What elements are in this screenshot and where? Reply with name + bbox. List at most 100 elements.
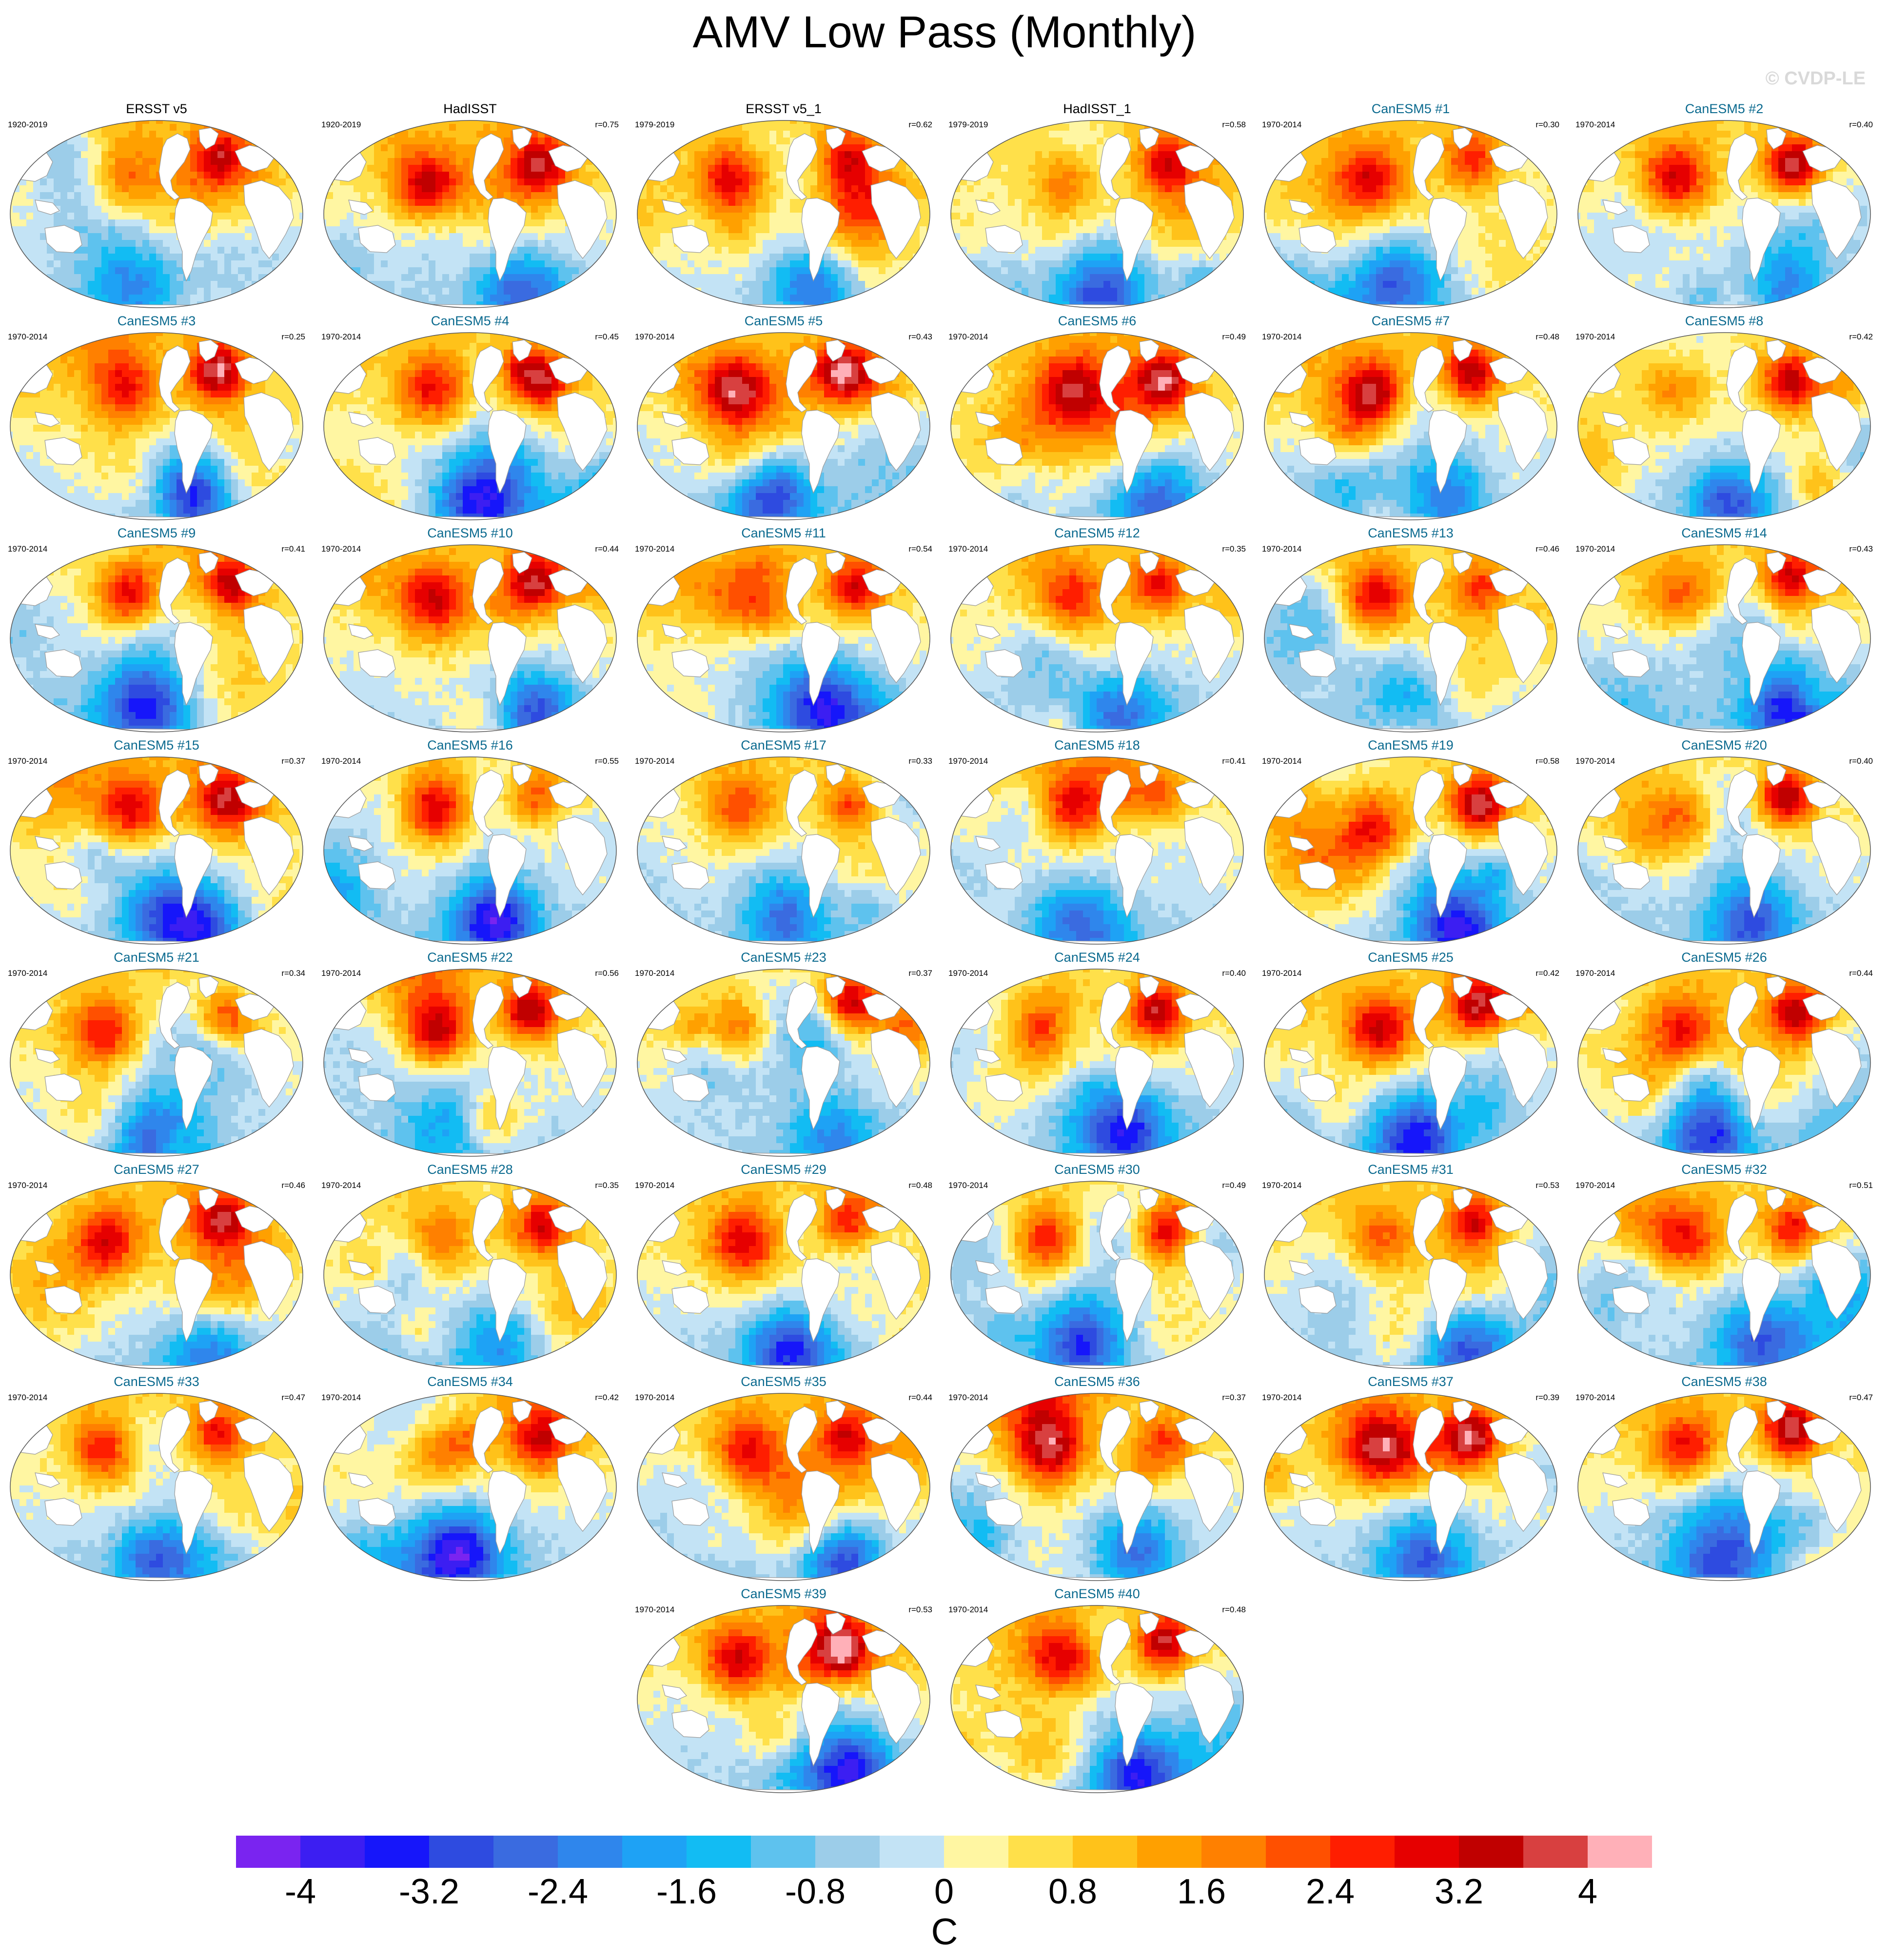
panel-title: CanESM5 #29 bbox=[633, 1162, 934, 1177]
panel-period: 1970-2014 bbox=[948, 1393, 988, 1403]
watermark: © CVDP-LE bbox=[1766, 68, 1866, 89]
map-panel: CanESM5 #12 1970-2014 r=0.35 bbox=[946, 526, 1248, 735]
colorbar-box bbox=[1201, 1836, 1266, 1868]
colorbar-tick-label: -0.8 bbox=[767, 1872, 864, 1912]
map-panel: CanESM5 #23 1970-2014 r=0.37 bbox=[633, 950, 934, 1160]
colorbar-box bbox=[880, 1836, 944, 1868]
panel-title: CanESM5 #5 bbox=[633, 314, 934, 328]
sst-map bbox=[1264, 120, 1557, 308]
panel-period: 1970-2014 bbox=[1575, 1181, 1615, 1190]
sst-map bbox=[637, 332, 930, 520]
sst-map bbox=[1577, 332, 1871, 520]
panel-correlation: r=0.41 bbox=[1222, 756, 1246, 766]
sst-map bbox=[637, 1605, 930, 1793]
panel-period: 1970-2014 bbox=[1262, 756, 1301, 766]
panel-title: CanESM5 #25 bbox=[1260, 950, 1561, 965]
panel-title: CanESM5 #8 bbox=[1574, 314, 1875, 328]
panel-title: CanESM5 #6 bbox=[946, 314, 1248, 328]
colorbar-box bbox=[815, 1836, 880, 1868]
panel-period: 1970-2014 bbox=[948, 756, 988, 766]
panel-title: CanESM5 #24 bbox=[946, 950, 1248, 965]
panel-period: 1970-2014 bbox=[321, 756, 361, 766]
sst-map bbox=[1577, 756, 1871, 945]
colorbar-tick-label: 1.6 bbox=[1153, 1872, 1250, 1912]
panel-correlation: r=0.53 bbox=[1535, 1181, 1559, 1190]
page-title: AMV Low Pass (Monthly) bbox=[0, 7, 1889, 58]
colorbar-box bbox=[365, 1836, 430, 1868]
panel-title: CanESM5 #19 bbox=[1260, 738, 1561, 752]
panel-title: CanESM5 #30 bbox=[946, 1162, 1248, 1177]
panel-period: 1970-2014 bbox=[635, 969, 674, 978]
map-panel: CanESM5 #38 1970-2014 r=0.47 bbox=[1574, 1374, 1875, 1584]
sst-map bbox=[637, 756, 930, 945]
panel-correlation: r=0.75 bbox=[595, 120, 619, 130]
colorbar-tick-label: 4 bbox=[1539, 1872, 1636, 1912]
map-panel: CanESM5 #19 1970-2014 r=0.58 bbox=[1260, 738, 1561, 948]
panel-correlation: r=0.58 bbox=[1535, 756, 1559, 766]
panel-period: 1970-2014 bbox=[635, 756, 674, 766]
sst-map bbox=[950, 1605, 1244, 1793]
sst-map bbox=[323, 120, 617, 308]
panel-period: 1970-2014 bbox=[1575, 332, 1615, 342]
colorbar-tick-label: -4 bbox=[252, 1872, 349, 1912]
panel-title: CanESM5 #3 bbox=[6, 314, 307, 328]
sst-map bbox=[323, 1393, 617, 1581]
sst-map bbox=[1264, 332, 1557, 520]
panel-title: CanESM5 #12 bbox=[946, 526, 1248, 540]
panel-period: 1970-2014 bbox=[1575, 120, 1615, 130]
sst-map bbox=[950, 1181, 1244, 1369]
panel-correlation: r=0.48 bbox=[1222, 1605, 1246, 1615]
sst-map bbox=[950, 756, 1244, 945]
sst-map bbox=[10, 1181, 303, 1369]
panel-period: 1970-2014 bbox=[8, 332, 47, 342]
panel-title: CanESM5 #2 bbox=[1574, 101, 1875, 116]
panel-correlation: r=0.39 bbox=[1535, 1393, 1559, 1403]
map-panel: CanESM5 #36 1970-2014 r=0.37 bbox=[946, 1374, 1248, 1584]
sst-map bbox=[637, 544, 930, 733]
sst-map bbox=[1264, 969, 1557, 1157]
panel-correlation: r=0.55 bbox=[595, 756, 619, 766]
panel-period: 1970-2014 bbox=[948, 544, 988, 554]
map-panel: CanESM5 #4 1970-2014 r=0.45 bbox=[319, 314, 621, 523]
panel-period: 1970-2014 bbox=[948, 1181, 988, 1190]
panel-title: CanESM5 #21 bbox=[6, 950, 307, 965]
panel-period: 1970-2014 bbox=[1575, 969, 1615, 978]
panel-correlation: r=0.44 bbox=[908, 1393, 932, 1403]
panel-period: 1970-2014 bbox=[1575, 756, 1615, 766]
colorbar-tick-label: -2.4 bbox=[509, 1872, 607, 1912]
colorbar-box bbox=[1330, 1836, 1395, 1868]
panel-title: CanESM5 #11 bbox=[633, 526, 934, 540]
panel-title: CanESM5 #27 bbox=[6, 1162, 307, 1177]
map-panel: CanESM5 #17 1970-2014 r=0.33 bbox=[633, 738, 934, 948]
sst-map bbox=[1264, 1393, 1557, 1581]
map-panel: CanESM5 #16 1970-2014 r=0.55 bbox=[319, 738, 621, 948]
sst-map bbox=[950, 120, 1244, 308]
colorbar-box bbox=[429, 1836, 494, 1868]
panel-period: 1970-2014 bbox=[948, 1605, 988, 1615]
sst-map bbox=[10, 332, 303, 520]
map-panel: CanESM5 #13 1970-2014 r=0.46 bbox=[1260, 526, 1561, 735]
colorbar-box bbox=[1137, 1836, 1202, 1868]
sst-map bbox=[1577, 120, 1871, 308]
panel-correlation: r=0.40 bbox=[1849, 120, 1873, 130]
panel-period: 1970-2014 bbox=[1262, 120, 1301, 130]
sst-map bbox=[1264, 756, 1557, 945]
map-panel: CanESM5 #15 1970-2014 r=0.37 bbox=[6, 738, 307, 948]
panel-period: 1970-2014 bbox=[8, 1181, 47, 1190]
sst-map bbox=[950, 1393, 1244, 1581]
panel-correlation: r=0.37 bbox=[908, 969, 932, 978]
panel-period: 1970-2014 bbox=[1262, 1393, 1301, 1403]
panel-correlation: r=0.25 bbox=[281, 332, 305, 342]
sst-map bbox=[1577, 1393, 1871, 1581]
panel-correlation: r=0.58 bbox=[1222, 120, 1246, 130]
panel-period: 1970-2014 bbox=[635, 544, 674, 554]
sst-map bbox=[10, 544, 303, 733]
map-panel: CanESM5 #26 1970-2014 r=0.44 bbox=[1574, 950, 1875, 1160]
sst-map bbox=[1264, 544, 1557, 733]
panel-period: 1970-2014 bbox=[8, 969, 47, 978]
panel-period: 1970-2014 bbox=[8, 1393, 47, 1403]
panel-title: CanESM5 #40 bbox=[946, 1586, 1248, 1601]
panel-title: CanESM5 #16 bbox=[319, 738, 621, 752]
panel-period: 1970-2014 bbox=[321, 1181, 361, 1190]
panel-correlation: r=0.37 bbox=[1222, 1393, 1246, 1403]
